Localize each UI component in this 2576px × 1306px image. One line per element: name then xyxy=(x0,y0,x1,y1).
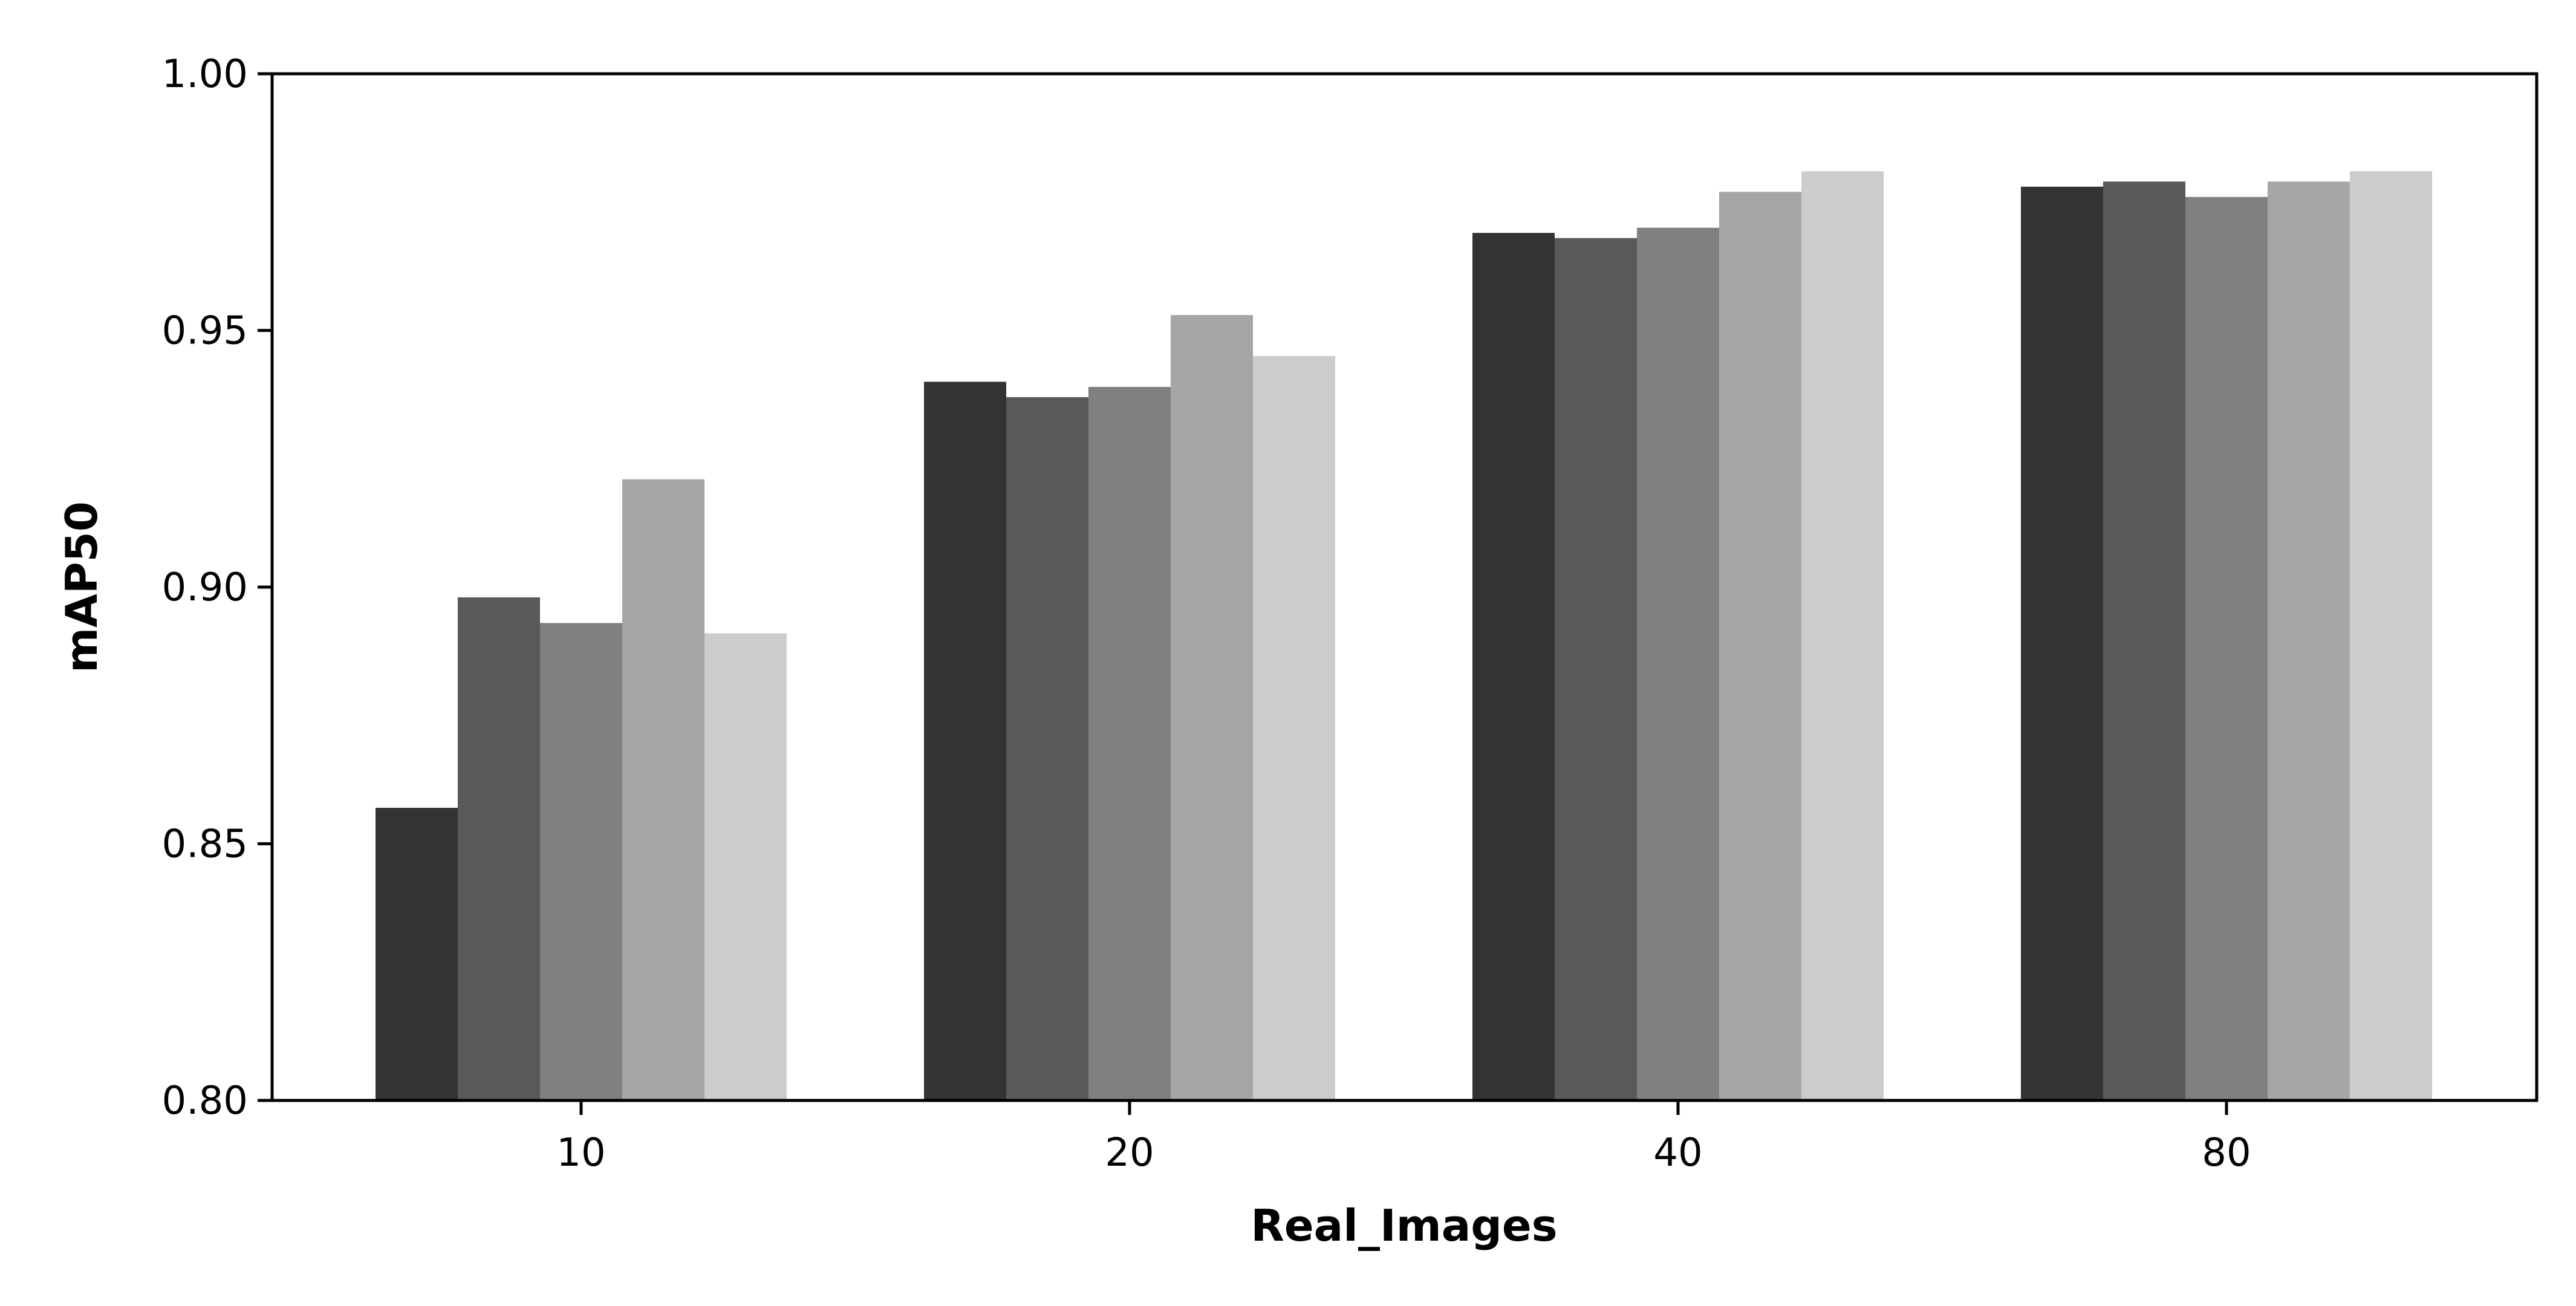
bars-layer xyxy=(376,171,2432,1101)
bar-40-series-1 xyxy=(1472,233,1555,1101)
bar-80-series-2 xyxy=(2103,181,2185,1100)
bar-80-series-1 xyxy=(2021,186,2103,1100)
bar-10-series-3 xyxy=(540,623,622,1100)
x-tick-label: 80 xyxy=(2202,1131,2251,1175)
y-axis: 0.80 0.85 0.90 0.95 1.00 xyxy=(162,52,272,1123)
bar-10-series-4 xyxy=(622,479,704,1101)
bar-80-series-5 xyxy=(2350,171,2432,1100)
bar-20-series-2 xyxy=(1006,397,1088,1100)
x-axis-label: Real_Images xyxy=(1251,1200,1557,1251)
y-tick-label: 0.85 xyxy=(162,822,249,867)
bar-40-series-5 xyxy=(1801,171,1884,1100)
bar-40-series-4 xyxy=(1719,192,1801,1100)
bar-40-series-3 xyxy=(1637,227,1719,1101)
bar-20-series-1 xyxy=(924,382,1006,1100)
bar-20-series-4 xyxy=(1171,315,1253,1100)
y-tick-label: 0.95 xyxy=(162,309,249,354)
bar-20-series-3 xyxy=(1088,386,1171,1100)
bar-20-series-5 xyxy=(1253,356,1335,1101)
x-tick-label: 40 xyxy=(1653,1131,1702,1175)
y-tick-label: 1.00 xyxy=(162,52,249,97)
y-tick-label: 0.90 xyxy=(162,565,249,610)
x-axis: 10 20 40 80 xyxy=(556,1100,2251,1175)
bar-80-series-4 xyxy=(2268,181,2350,1100)
y-axis-label: mAP50 xyxy=(56,501,107,673)
x-tick-label: 10 xyxy=(556,1131,605,1175)
bar-10-series-1 xyxy=(376,808,458,1100)
bar-80-series-3 xyxy=(2185,197,2268,1100)
bar-10-series-2 xyxy=(458,597,540,1100)
bar-40-series-2 xyxy=(1555,238,1637,1101)
y-tick-label: 0.80 xyxy=(162,1079,249,1123)
bar-10-series-5 xyxy=(704,633,787,1100)
x-tick-label: 20 xyxy=(1105,1131,1154,1175)
